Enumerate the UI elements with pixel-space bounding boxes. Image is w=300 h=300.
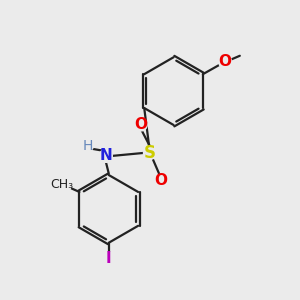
Circle shape [52,175,71,194]
Circle shape [135,119,147,131]
Circle shape [83,140,94,151]
Text: H: H [83,139,93,153]
Circle shape [154,175,166,187]
Text: CH₃: CH₃ [50,178,73,191]
Circle shape [143,146,157,159]
Text: I: I [106,251,112,266]
Circle shape [99,149,112,162]
Text: O: O [219,54,232,69]
Circle shape [219,55,232,68]
Text: N: N [100,148,112,164]
Circle shape [102,253,115,266]
Text: O: O [154,173,167,188]
Text: O: O [135,118,148,133]
Text: S: S [144,144,156,162]
